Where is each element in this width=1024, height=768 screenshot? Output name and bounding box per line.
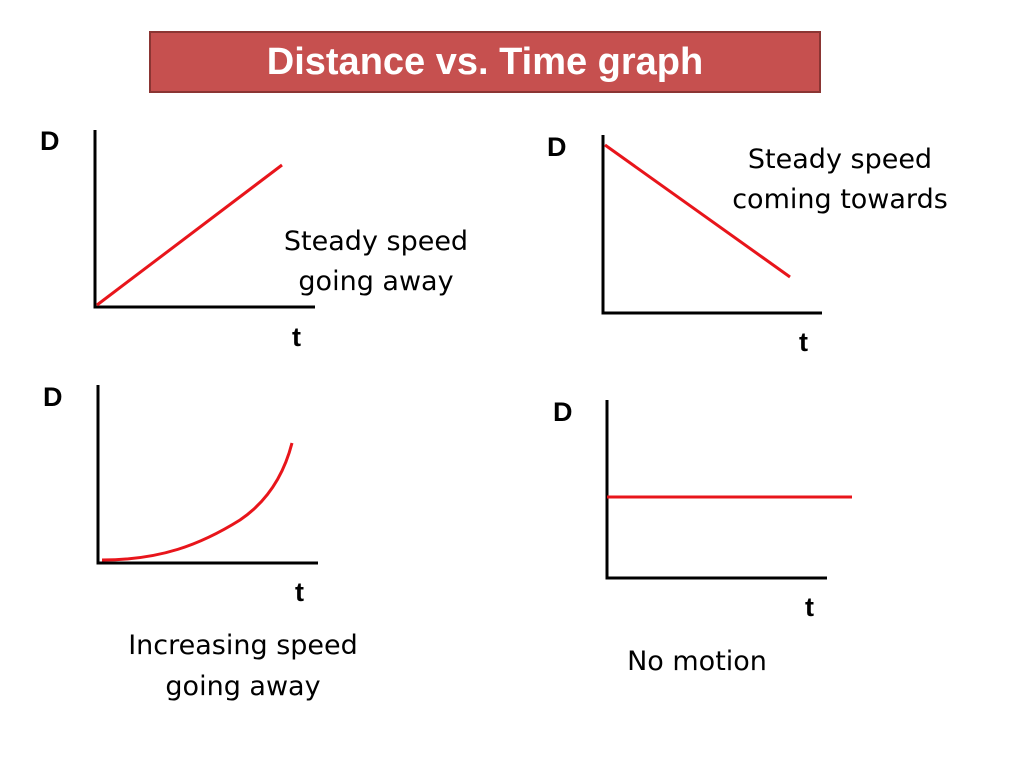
y-axis-label: D bbox=[43, 382, 63, 412]
y-axis-label: D bbox=[553, 397, 573, 427]
x-axis-label: t bbox=[292, 322, 301, 352]
x-axis-label: t bbox=[295, 577, 304, 607]
axes bbox=[605, 400, 827, 580]
graph-panel: D t Increasing speed going away bbox=[43, 382, 358, 702]
axes bbox=[601, 135, 822, 315]
caption: going away bbox=[298, 266, 453, 297]
graph-panel: D t Steady speed coming towards bbox=[547, 132, 948, 357]
graph-panel: D t Steady speed going away bbox=[40, 126, 468, 352]
y-axis-label: D bbox=[547, 132, 567, 162]
caption: going away bbox=[165, 671, 320, 702]
graph-curve bbox=[101, 442, 294, 562]
caption: Steady speed bbox=[748, 144, 932, 175]
graph-line bbox=[604, 143, 791, 279]
axes bbox=[93, 130, 315, 309]
x-axis-label: t bbox=[799, 327, 808, 357]
x-axis-label: t bbox=[805, 592, 814, 622]
title-box bbox=[149, 31, 821, 93]
y-axis-label: D bbox=[40, 126, 60, 156]
title: Distance vs. Time graph bbox=[267, 41, 703, 83]
axes bbox=[96, 385, 318, 565]
caption: No motion bbox=[627, 646, 767, 677]
graph-panel: D t No motion bbox=[553, 397, 852, 677]
caption: coming towards bbox=[732, 184, 948, 215]
graph-line bbox=[96, 163, 283, 307]
caption: Increasing speed bbox=[128, 630, 358, 661]
caption: Steady speed bbox=[284, 226, 468, 257]
